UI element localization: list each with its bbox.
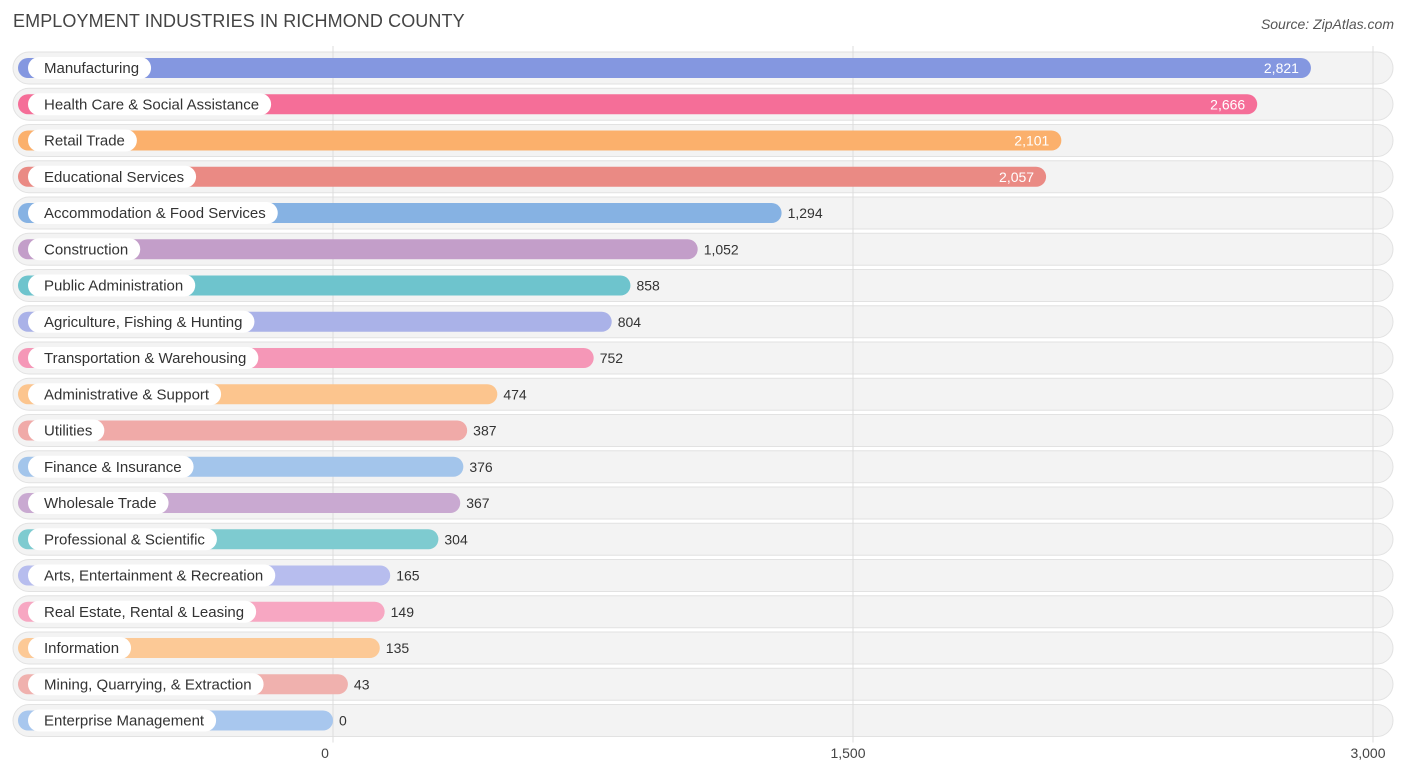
value-label: 387 <box>473 423 497 439</box>
category-label-pill <box>28 383 222 406</box>
category-label-pill <box>28 165 197 188</box>
category-label-pill <box>28 564 276 587</box>
category-label: Accommodation & Food Services <box>44 205 266 222</box>
bar-row: Information 135 <box>18 637 409 659</box>
bar <box>18 166 1047 187</box>
category-label-pill <box>28 310 255 333</box>
source-note: Source: ZipAtlas.com <box>1260 16 1394 32</box>
chart-title: EMPLOYMENT INDUSTRIES IN RICHMOND COUNTY <box>13 11 465 31</box>
bar-row: Administrative & Support 474 <box>18 383 527 406</box>
bar-row: Health Care & Social Assistance 2,666 <box>18 93 1258 116</box>
category-label-pill <box>28 93 272 116</box>
bar-row: Professional & Scientific 304 <box>18 528 468 551</box>
category-label-pill <box>28 673 264 696</box>
value-label: 376 <box>469 459 493 475</box>
category-label-pill <box>28 637 132 659</box>
bar <box>18 420 468 441</box>
category-label: Mining, Quarrying, & Extraction <box>44 676 252 693</box>
category-label-pill <box>28 419 105 442</box>
category-label-pill <box>28 600 257 623</box>
x-tick-label: 1,500 <box>830 745 865 761</box>
category-label: Administrative & Support <box>44 386 210 403</box>
row-background <box>12 667 1394 701</box>
category-label: Agriculture, Fishing & Hunting <box>44 314 242 331</box>
value-label: 2,057 <box>999 169 1034 185</box>
bar-row: Wholesale Trade 367 <box>18 492 490 514</box>
value-label: 367 <box>466 495 490 511</box>
category-label: Arts, Entertainment & Recreation <box>44 568 263 585</box>
bar-row: Real Estate, Rental & Leasing 149 <box>18 600 415 623</box>
bar <box>18 94 1258 115</box>
category-label-pill <box>28 238 141 261</box>
category-label: Educational Services <box>44 169 184 186</box>
bar-row: Arts, Entertainment & Recreation 165 <box>18 564 420 587</box>
bar-row: Enterprise Management 0 <box>18 709 347 732</box>
x-tick-label: 3,000 <box>1350 745 1385 761</box>
value-label: 2,101 <box>1014 133 1049 149</box>
category-label: Real Estate, Rental & Leasing <box>44 604 244 621</box>
category-label-pill <box>28 528 217 551</box>
value-label: 149 <box>391 604 415 620</box>
bar-row: Educational Services 2,057 <box>18 165 1047 188</box>
value-label: 858 <box>636 278 660 294</box>
category-label: Finance & Insurance <box>44 459 182 476</box>
category-label-pill <box>28 347 259 369</box>
category-label: Wholesale Trade <box>44 495 157 512</box>
value-label: 1,052 <box>704 241 739 257</box>
bar-row: Public Administration 858 <box>18 274 660 297</box>
category-label: Transportation & Warehousing <box>44 350 246 367</box>
bar <box>18 239 698 260</box>
bar-row: Agriculture, Fishing & Hunting 804 <box>18 310 642 333</box>
category-label: Manufacturing <box>44 60 139 77</box>
value-label: 0 <box>339 713 347 729</box>
value-label: 2,666 <box>1210 96 1245 112</box>
bar-row: Manufacturing 2,821 <box>18 57 1311 79</box>
bar-row: Finance & Insurance 376 <box>18 455 493 478</box>
bar-row: Transportation & Warehousing 752 <box>18 347 623 369</box>
value-label: 474 <box>503 386 527 402</box>
category-label: Professional & Scientific <box>44 531 205 548</box>
value-label: 752 <box>600 350 624 366</box>
category-label-pill <box>28 274 196 297</box>
category-label: Enterprise Management <box>44 713 205 730</box>
category-label: Utilities <box>44 423 92 440</box>
category-label: Information <box>44 640 119 657</box>
category-label: Construction <box>44 241 128 258</box>
value-label: 43 <box>354 676 370 692</box>
value-label: 304 <box>444 531 468 547</box>
value-label: 2,821 <box>1264 60 1299 76</box>
value-label: 1,294 <box>788 205 823 221</box>
value-label: 165 <box>396 568 420 584</box>
bar <box>18 130 1062 151</box>
category-label: Retail Trade <box>44 133 125 150</box>
category-label-pill <box>28 492 169 514</box>
category-label-pill <box>28 455 194 478</box>
value-label: 135 <box>386 640 410 656</box>
bar-row: Mining, Quarrying, & Extraction 43 <box>18 673 370 696</box>
bar-row: Accommodation & Food Services 1,294 <box>18 202 823 224</box>
category-label: Public Administration <box>44 278 183 295</box>
category-label: Health Care & Social Assistance <box>44 96 259 113</box>
category-label-pill <box>28 709 217 732</box>
bar-row: Construction 1,052 <box>18 238 739 261</box>
category-label-pill <box>28 57 152 79</box>
value-label: 804 <box>618 314 642 330</box>
x-tick-label: 0 <box>321 745 329 761</box>
category-label-pill <box>28 202 278 224</box>
category-label-pill <box>28 129 137 152</box>
bar-row: Retail Trade 2,101 <box>18 129 1062 152</box>
bar <box>18 58 1311 78</box>
bar-row: Utilities 387 <box>18 419 497 442</box>
row-background <box>12 704 1394 737</box>
